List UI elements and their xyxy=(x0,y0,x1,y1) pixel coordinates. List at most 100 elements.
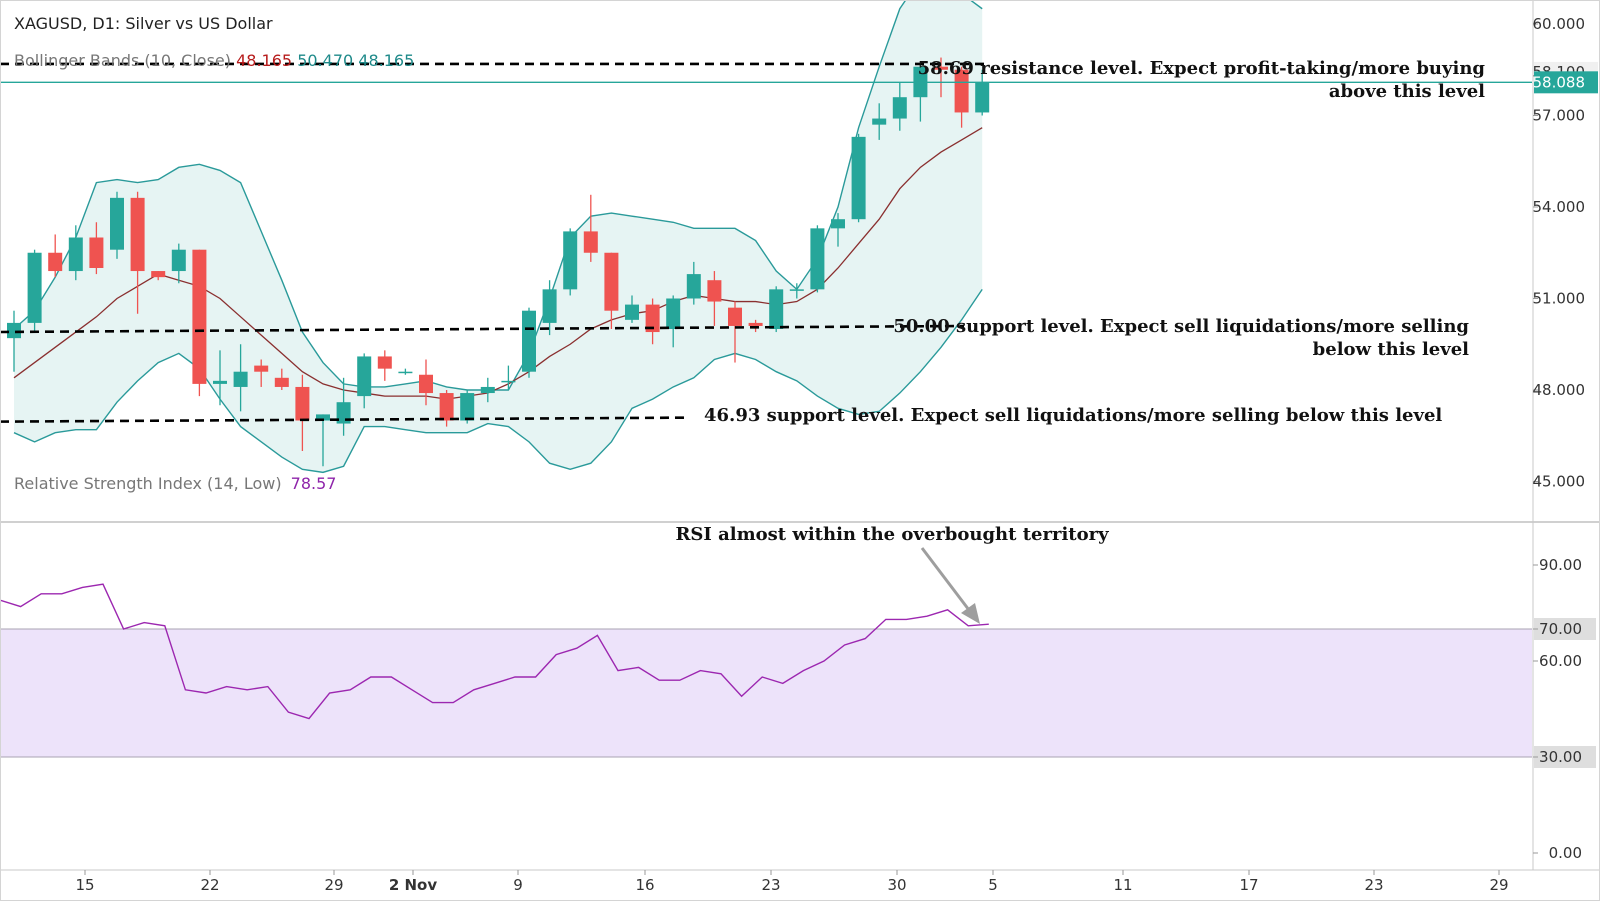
candle xyxy=(254,359,269,387)
rsi-legend: Relative Strength Index (14, Low) 78.57 xyxy=(14,474,336,493)
candle-body xyxy=(851,136,866,220)
candle-body xyxy=(377,356,392,369)
candle-body xyxy=(686,274,701,299)
candle xyxy=(563,228,578,296)
time-tick-label: 29 xyxy=(324,876,343,894)
candle-body xyxy=(707,280,722,302)
candle xyxy=(357,353,372,409)
rsi-tick-label: 30.00 xyxy=(1539,748,1582,766)
candle xyxy=(274,368,289,390)
time-tick-label: 11 xyxy=(1113,876,1132,894)
candle-body xyxy=(625,304,639,320)
price-tick-label: 45.000 xyxy=(1533,473,1586,491)
candle-body xyxy=(769,289,784,329)
candle xyxy=(892,81,907,131)
candle-body xyxy=(522,310,536,372)
level-line xyxy=(0,324,965,334)
rsi-tick-label: 70.00 xyxy=(1539,620,1582,638)
price-tick-label: 48.000 xyxy=(1533,381,1586,399)
time-tick-label: 30 xyxy=(887,876,906,894)
candle xyxy=(213,350,227,406)
time-tick-label: 22 xyxy=(200,876,219,894)
bollinger-basis-value: 48.165 xyxy=(236,51,293,70)
candle xyxy=(110,191,124,259)
bollinger-upper-value: 50.470 xyxy=(297,51,354,70)
rsi-value: 78.57 xyxy=(290,474,337,493)
candle xyxy=(975,69,990,116)
candle-body xyxy=(336,402,351,424)
candle-body xyxy=(954,69,969,113)
candle-body xyxy=(480,386,495,394)
time-tick-label: 23 xyxy=(761,876,780,894)
candle-body xyxy=(48,252,63,272)
price-tick-label: 54.000 xyxy=(1533,198,1586,216)
time-tick-label: 5 xyxy=(988,876,998,894)
symbol-title: XAGUSD, D1: Silver vs US Dollar xyxy=(14,14,273,33)
candle-body xyxy=(316,414,330,421)
candle xyxy=(439,390,454,427)
candle-body xyxy=(130,197,145,272)
candle xyxy=(728,301,742,363)
candle-body xyxy=(563,231,578,290)
candle-body xyxy=(398,371,413,374)
candle-body xyxy=(934,66,948,70)
level-label: 58.69 resistance level. Expect profit-ta… xyxy=(918,58,1486,79)
candle-body xyxy=(171,249,186,272)
candle xyxy=(233,344,248,412)
candle xyxy=(769,286,784,333)
time-tick-label: 29 xyxy=(1489,876,1508,894)
candle-body xyxy=(460,393,475,421)
rsi-band-badge xyxy=(1534,746,1596,768)
candle xyxy=(89,222,104,275)
candle-body xyxy=(295,386,310,421)
time-tick-label: 17 xyxy=(1239,876,1258,894)
candle-body xyxy=(645,304,660,333)
candle-body xyxy=(439,393,454,421)
candle-body xyxy=(357,356,372,397)
bollinger-lower-value: 48.165 xyxy=(358,51,415,70)
candle xyxy=(151,271,166,281)
price-tick-label: 57.000 xyxy=(1533,107,1586,125)
candle-body xyxy=(274,377,289,387)
price-pane: 58.69 resistance level. Expect profit-ta… xyxy=(0,0,1532,474)
time-axis: 15 22 29 2 Nov 9 16 23 30 5 11 17 23 29 xyxy=(75,870,1509,894)
candle-body xyxy=(975,81,990,113)
candle xyxy=(645,298,660,345)
level-line xyxy=(0,416,687,423)
level-label: 50.00 support level. Expect sell liquida… xyxy=(893,316,1469,337)
candle xyxy=(789,283,804,299)
candle xyxy=(295,374,310,451)
candle-body xyxy=(583,231,598,253)
candle xyxy=(872,103,887,140)
time-tick-label: 9 xyxy=(513,876,523,894)
candle-body xyxy=(151,271,166,278)
candle-body xyxy=(748,322,763,326)
candle-body xyxy=(27,252,42,323)
level-label-line2: below this level xyxy=(1313,339,1469,360)
candle xyxy=(604,252,619,329)
candle-body xyxy=(254,365,269,372)
candle-body xyxy=(542,289,557,323)
candle-body xyxy=(89,237,104,268)
rsi-tick-label: 60.00 xyxy=(1539,652,1582,670)
rsi-tick-label: 90.00 xyxy=(1539,556,1582,574)
rsi-annotation: RSI almost within the overbought territo… xyxy=(675,524,1109,624)
time-tick-label: 16 xyxy=(635,876,654,894)
bollinger-legend-label: Bollinger Bands (10, Close) xyxy=(14,51,232,70)
candle-body xyxy=(110,197,124,250)
candle xyxy=(625,295,639,323)
candle xyxy=(171,243,186,284)
candle-body xyxy=(872,118,887,125)
candle xyxy=(954,66,969,128)
candle-body xyxy=(68,237,83,272)
candle-body xyxy=(892,97,907,119)
candle-body xyxy=(233,371,248,387)
last-price-badge xyxy=(1534,71,1598,94)
candle xyxy=(192,249,207,397)
candle-body xyxy=(810,228,825,290)
rsi-legend-label: Relative Strength Index (14, Low) xyxy=(14,474,282,493)
candle xyxy=(707,271,722,326)
level-label-line2: above this level xyxy=(1329,81,1485,102)
